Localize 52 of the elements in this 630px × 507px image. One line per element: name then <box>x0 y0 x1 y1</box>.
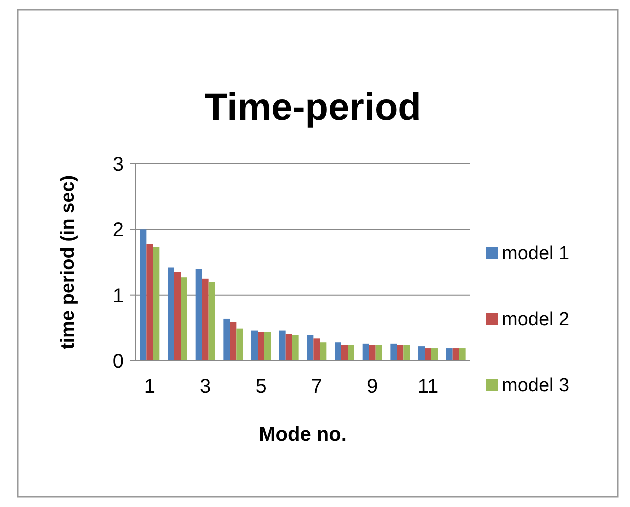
bar <box>342 345 348 361</box>
bar <box>292 335 299 361</box>
bar <box>196 269 202 361</box>
bar <box>208 282 216 361</box>
y-tick-label: 2 <box>112 220 124 242</box>
bar <box>335 342 342 361</box>
bar <box>314 338 320 361</box>
bar <box>286 334 292 361</box>
bar <box>362 344 370 361</box>
y-tick-label: 0 <box>112 351 124 373</box>
bar <box>264 332 271 361</box>
bar <box>320 342 327 361</box>
bar <box>230 322 237 361</box>
bar <box>224 318 230 361</box>
bar <box>202 278 209 361</box>
bar <box>258 332 264 361</box>
x-tick-label: 9 <box>367 376 378 398</box>
bar <box>425 348 432 361</box>
bar <box>236 328 244 361</box>
x-tick-label: 5 <box>256 376 267 398</box>
x-tick-label: 7 <box>311 376 322 398</box>
bar <box>397 345 404 361</box>
bar <box>252 330 258 361</box>
y-tick-label: 3 <box>112 154 124 176</box>
x-axis-title: Mode no. <box>259 424 347 446</box>
legend-label: model 1 <box>502 244 570 265</box>
bar <box>348 345 354 361</box>
bar <box>279 330 286 361</box>
y-axis-title: time period (in sec) <box>58 175 79 350</box>
bar <box>376 345 382 361</box>
bar <box>459 348 466 361</box>
bar <box>369 345 376 361</box>
bar <box>168 268 174 361</box>
bar <box>390 344 398 361</box>
bar <box>431 348 438 361</box>
bar <box>452 348 460 361</box>
bar <box>180 278 188 361</box>
x-tick-label: 11 <box>418 376 439 398</box>
x-tick-label: 1 <box>144 376 156 398</box>
bar <box>140 230 147 361</box>
chart-title: Time-period <box>204 87 422 129</box>
legend-label: model 2 <box>502 310 570 331</box>
bar <box>418 346 425 361</box>
legend-label: model 3 <box>502 376 570 397</box>
bar <box>174 272 181 361</box>
x-tick-label: 3 <box>200 376 212 398</box>
bar <box>153 247 160 361</box>
bar <box>446 348 453 361</box>
y-tick-label: 1 <box>112 285 124 308</box>
bar <box>146 244 154 361</box>
bar <box>404 345 410 361</box>
bar <box>307 335 314 361</box>
